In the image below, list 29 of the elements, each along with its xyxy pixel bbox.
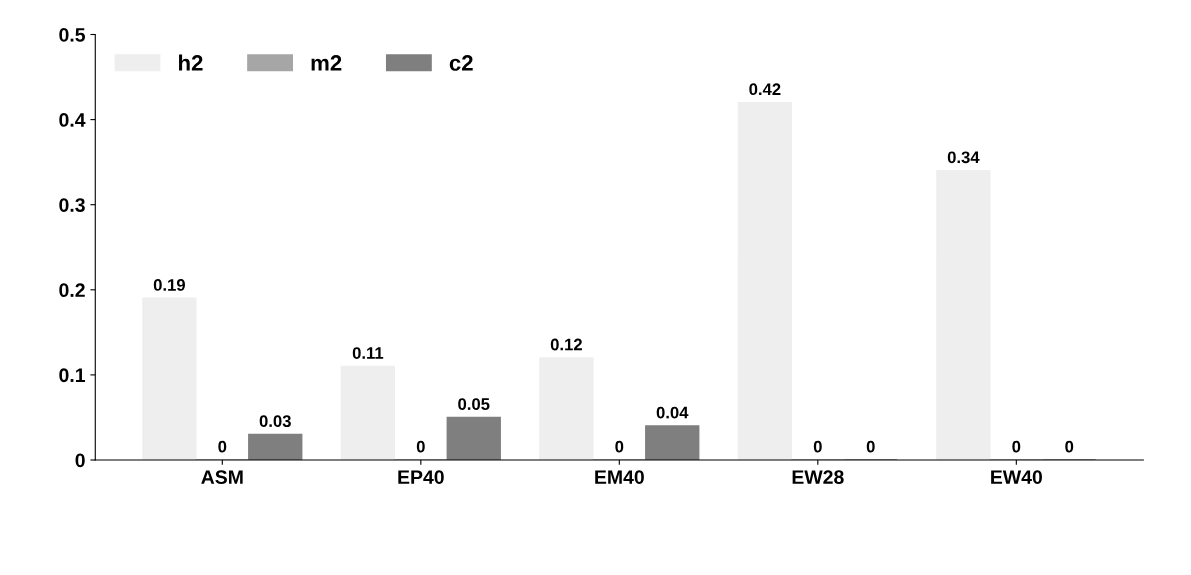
data-label: 0 <box>813 440 822 453</box>
legend-label: h2 <box>179 54 203 71</box>
legend-label: c2 <box>449 55 473 71</box>
x-tick-label: EP40 <box>398 470 444 484</box>
y-tick-label: 0.4 <box>59 113 86 127</box>
y-tick-label: 0.3 <box>59 198 85 212</box>
data-label: 0 <box>416 440 425 453</box>
x-tick-label: ASM <box>201 470 243 484</box>
y-tick-label: 0.1 <box>59 368 86 383</box>
data-label: 0 <box>1065 440 1074 453</box>
data-label: 0.42 <box>749 83 781 96</box>
data-label: 0.05 <box>458 398 490 410</box>
data-label: 0.19 <box>153 279 185 291</box>
data-label: 0 <box>615 440 624 453</box>
x-tick-label: EW28 <box>792 470 844 484</box>
x-tick-label: EW40 <box>991 470 1042 484</box>
data-label: 0.04 <box>656 406 689 419</box>
x-tick-label: EM40 <box>595 470 644 484</box>
data-label: 0 <box>218 440 227 453</box>
data-label: 0 <box>866 440 875 453</box>
y-tick-label: 0.2 <box>59 283 85 298</box>
legend-label: m2 <box>311 55 342 71</box>
y-tick-label: 0.5 <box>59 27 86 42</box>
y-tick-label: 0 <box>75 453 85 468</box>
data-label: 0 <box>1012 440 1021 453</box>
data-label: 0.12 <box>550 338 582 351</box>
data-label: 0.34 <box>947 151 980 164</box>
data-label: 0.03 <box>259 415 291 428</box>
data-label: 0.11 <box>352 347 384 359</box>
